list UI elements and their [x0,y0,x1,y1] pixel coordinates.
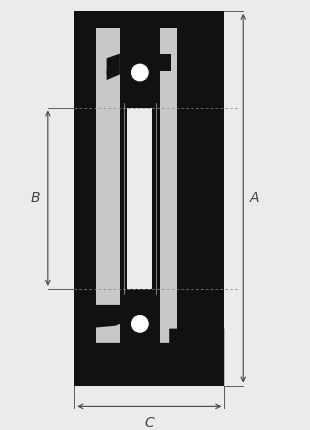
Polygon shape [160,108,177,289]
Polygon shape [120,108,127,289]
Polygon shape [74,11,224,28]
Text: C: C [144,416,154,430]
Polygon shape [120,54,160,108]
Circle shape [130,63,149,82]
Polygon shape [160,54,171,71]
Text: A: A [250,191,259,205]
Polygon shape [177,108,224,289]
Polygon shape [108,343,120,360]
Polygon shape [74,305,96,369]
Circle shape [130,314,149,333]
Polygon shape [74,369,224,386]
Polygon shape [160,28,177,108]
Polygon shape [152,108,160,289]
Polygon shape [107,54,120,74]
Polygon shape [120,305,160,343]
Polygon shape [160,289,177,369]
Polygon shape [107,71,120,80]
Polygon shape [177,305,224,369]
Polygon shape [96,28,120,108]
Polygon shape [74,305,224,386]
Polygon shape [96,108,120,289]
Polygon shape [74,28,96,108]
Polygon shape [177,28,224,108]
Polygon shape [96,289,120,369]
Polygon shape [177,289,224,369]
Polygon shape [74,108,96,289]
Polygon shape [120,289,160,343]
Polygon shape [160,305,177,369]
Polygon shape [120,28,160,54]
Text: B: B [31,191,40,205]
Polygon shape [96,305,120,369]
Polygon shape [74,289,96,369]
